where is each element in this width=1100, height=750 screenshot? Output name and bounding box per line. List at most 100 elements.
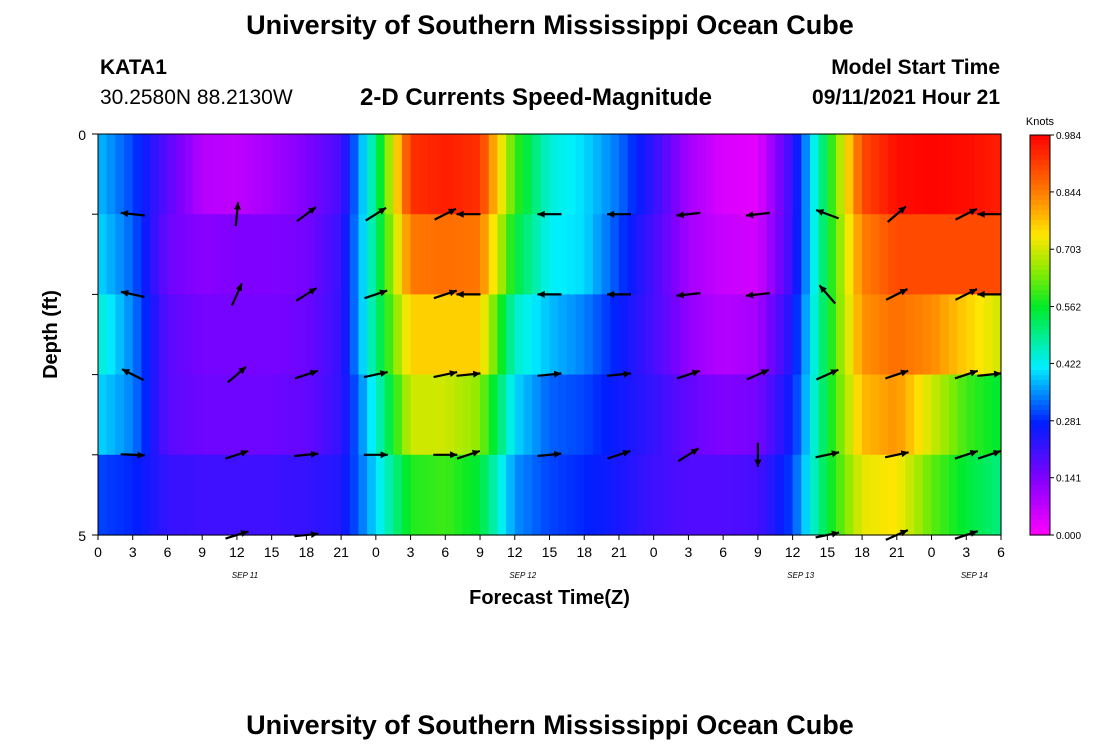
heatmap-cell: [983, 134, 993, 215]
heatmap-cell: [471, 214, 481, 295]
heatmap-cell: [896, 134, 907, 215]
heatmap-cell: [636, 214, 646, 295]
heatmap-cell: [141, 294, 151, 376]
colorbar-segment: [1030, 260, 1050, 266]
colorbar-segment: [1030, 430, 1050, 436]
heatmap-cell: [254, 134, 264, 215]
x-tick-label: 12: [229, 544, 245, 560]
heatmap-cell: [862, 454, 872, 536]
heatmap-cell: [645, 374, 655, 456]
heatmap-cell: [862, 294, 872, 376]
heatmap-cell: [228, 214, 238, 295]
heatmap-cell: [679, 374, 690, 456]
current-vector-head: [379, 370, 388, 377]
heatmap-cell: [645, 294, 655, 376]
heatmap-cell: [271, 134, 281, 215]
heatmap-cell: [653, 294, 663, 376]
heatmap-cell: [636, 134, 646, 215]
colorbar-segment: [1030, 175, 1050, 181]
heatmap-cell: [592, 374, 603, 456]
colorbar-segment: [1030, 230, 1050, 236]
heatmap-cell: [697, 454, 707, 536]
heatmap-cell: [992, 454, 1002, 536]
heatmap-cell: [575, 134, 585, 215]
heatmap-cell: [827, 294, 837, 376]
heatmap-cell: [992, 214, 1002, 295]
current-vector-head: [553, 450, 562, 458]
heatmap-cell: [627, 134, 637, 215]
colorbar-segment: [1030, 460, 1050, 466]
heatmap-cell: [514, 454, 525, 536]
colorbar-segment: [1030, 505, 1050, 511]
x-date-label: SEP 11: [232, 571, 258, 580]
heatmap-cell: [671, 214, 681, 295]
current-vector-head: [233, 202, 241, 210]
heatmap-cell: [297, 214, 307, 295]
heatmap-cell: [566, 294, 577, 376]
heatmap-cell: [618, 454, 629, 536]
heatmap-cell: [202, 454, 212, 536]
heatmap-cell: [627, 454, 637, 536]
x-tick-label: 21: [889, 544, 905, 560]
current-vector-head: [993, 370, 1002, 378]
colorbar-segment: [1030, 250, 1050, 256]
heatmap-cell: [427, 454, 438, 536]
heatmap-cell: [844, 454, 854, 536]
heatmap-cell: [618, 134, 629, 215]
heatmap-cell: [697, 294, 707, 376]
heatmap-cell: [184, 214, 195, 295]
heatmap-cell: [558, 214, 568, 295]
heatmap-cell: [506, 454, 516, 536]
heatmap-cell: [236, 454, 247, 536]
heatmap-cell: [506, 214, 516, 295]
x-date-label: SEP 13: [787, 571, 814, 580]
heatmap-cell: [948, 374, 959, 456]
heatmap-cell: [862, 374, 872, 456]
heatmap-cell: [219, 134, 229, 215]
heatmap-cell: [384, 374, 394, 456]
colorbar-segment: [1030, 380, 1050, 386]
heatmap-cell: [523, 134, 533, 215]
colorbar-segment: [1030, 300, 1050, 306]
current-vector-head: [235, 283, 243, 292]
heatmap-cell: [558, 454, 568, 536]
heatmap-cell: [514, 134, 525, 215]
heatmap-cell: [844, 214, 854, 295]
heatmap-cell: [176, 134, 186, 215]
heatmap-cell: [436, 374, 446, 456]
current-vector-head: [537, 290, 545, 298]
current-vector-head: [746, 211, 754, 219]
heatmap-cell: [254, 214, 264, 295]
heatmap-cell: [297, 374, 307, 456]
heatmap-cell: [714, 294, 724, 376]
y-tick-label: 0: [78, 127, 86, 143]
heatmap-cell: [549, 134, 559, 215]
heatmap-cell: [914, 294, 924, 376]
heatmap-cell: [280, 374, 290, 456]
heatmap-cell: [471, 294, 481, 376]
x-tick-label: 3: [685, 544, 693, 560]
heatmap-cell: [228, 294, 238, 376]
heatmap-cell: [236, 374, 247, 456]
x-tick-label: 6: [441, 544, 449, 560]
heatmap-cell: [358, 214, 368, 295]
colorbar-segment: [1030, 335, 1050, 341]
heatmap-cell: [948, 294, 959, 376]
heatmap-cell: [306, 294, 316, 376]
heatmap-cell: [740, 134, 750, 215]
heatmap-cell: [601, 214, 611, 295]
heatmap-cell: [158, 294, 169, 376]
heatmap-cell: [714, 374, 724, 456]
heatmap-cell: [427, 374, 438, 456]
heatmap-cell: [419, 134, 429, 215]
heatmap-cell: [983, 374, 993, 456]
heatmap-cell: [592, 134, 603, 215]
heatmap-cell: [341, 374, 351, 456]
current-vector-head: [900, 369, 909, 377]
heatmap-cell: [705, 454, 716, 536]
heatmap-cell: [158, 374, 169, 456]
current-vector-head: [831, 530, 840, 538]
heatmap-cell: [766, 374, 776, 456]
heatmap-cell: [688, 454, 698, 536]
colorbar-segment: [1030, 445, 1050, 451]
